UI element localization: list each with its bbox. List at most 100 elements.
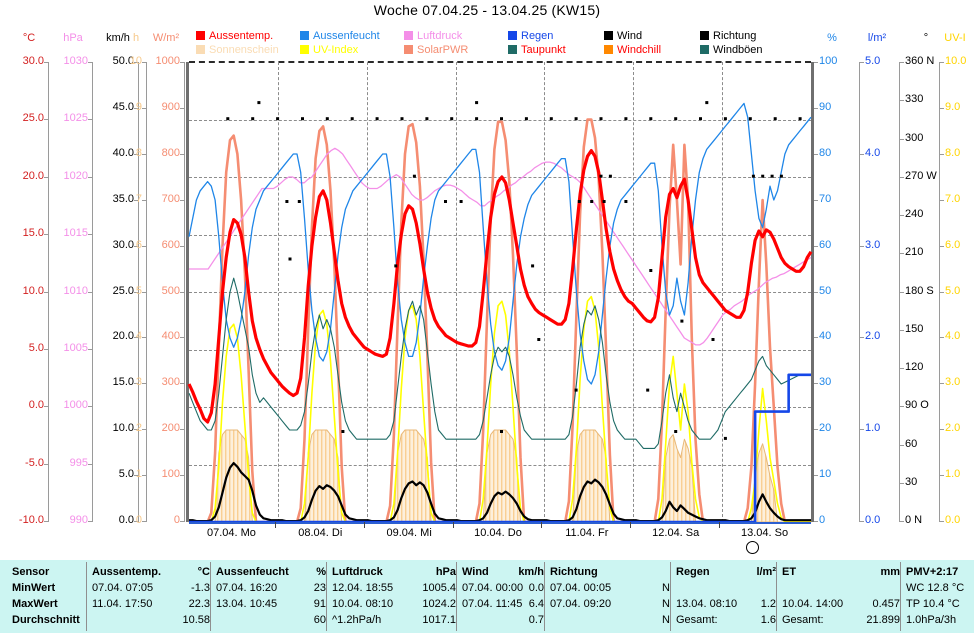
axis-tick-direction: 270 W <box>905 169 937 182</box>
axis-tick-solar: 1000 <box>155 55 180 67</box>
axis-tick-solar: 0 <box>173 514 180 526</box>
legend-swatch-icon <box>604 45 613 54</box>
axis-tickmark <box>899 62 904 63</box>
axis-tickmark <box>939 245 944 247</box>
gridline-horizontal <box>189 407 811 408</box>
axis-tickmark <box>44 521 49 522</box>
axis-tickmark <box>899 406 904 408</box>
axis-unit-solar: W/m² <box>152 32 180 44</box>
axis-unit-direction: ° <box>923 32 929 44</box>
table-cell-value: 60 <box>313 614 326 626</box>
legend-swatch-icon <box>508 31 517 40</box>
summary-table: Sensor MinWert MaxWert Durchschnitt Aussente… <box>0 560 974 633</box>
axis-tickmark <box>88 291 93 293</box>
table-cell-value: N <box>662 598 670 610</box>
axis-tick-sunshine: 7 <box>135 192 142 205</box>
axis-tick-sunshine: 1 <box>135 468 142 481</box>
axis-tickmark <box>899 176 904 178</box>
axis-tick-pressure: 1010 <box>63 284 88 297</box>
legend-swatch-icon <box>404 45 413 54</box>
legend-label: Regen <box>521 30 554 42</box>
legend-item-richtung[interactable]: Richtung <box>700 30 756 42</box>
axis-unit-pressure: hPa <box>63 32 83 44</box>
legend-item-aussentemp[interactable]: Aussentemp. <box>196 30 273 42</box>
axis-tick-direction: 180 S <box>905 284 934 297</box>
axis-tickmark <box>939 291 944 293</box>
legend-item-solarpwr[interactable]: SolarPWR <box>404 44 468 56</box>
legend-swatch-icon <box>300 45 309 54</box>
legend-label: Luftdruck <box>417 30 463 42</box>
axis-tick-direction: 60 <box>905 437 918 450</box>
legend-item-regen[interactable]: Regen <box>508 30 553 42</box>
axis-tickmark <box>939 62 944 63</box>
legend-label: Wind <box>617 30 643 42</box>
legend-item-aussenfeucht[interactable]: Aussenfeucht <box>300 30 380 42</box>
axis-tickmark <box>180 199 185 201</box>
axis-tickmark <box>899 253 904 255</box>
axis-tick-sunshine: 10 <box>129 55 142 67</box>
table-row-label: Durchschnitt <box>12 614 80 626</box>
legend-item-uv-index[interactable]: UV-Index <box>300 44 358 56</box>
axis-tickmark <box>859 429 864 431</box>
table-cell-value: N <box>662 614 670 626</box>
legend-item-windchill[interactable]: Windchill <box>604 44 661 56</box>
axis-tick-humidity: 70 <box>819 192 832 205</box>
x-axis-label-day: 09.04. Mi <box>386 527 432 539</box>
weather-plot-area[interactable] <box>186 61 814 524</box>
axis-tickmark <box>813 521 818 522</box>
table-row-label: MinWert <box>12 582 56 594</box>
axis-tickmark <box>142 429 147 431</box>
axis-tick-temp: 0.0 <box>28 399 44 412</box>
table-cell-value: 6.4 <box>528 598 544 610</box>
table-cell-value: 1017.1 <box>422 614 456 626</box>
axis-tickmark <box>142 337 147 339</box>
axis-tickmark <box>813 429 818 431</box>
table-cell-value: 10.58 <box>182 614 210 626</box>
table-cell-value: N <box>662 582 670 594</box>
x-axis-tickmark <box>630 522 632 528</box>
table-cell-value: 23 <box>313 582 326 594</box>
axis-tickmark <box>88 176 93 178</box>
axis-tick-wind: 20.0 <box>112 330 134 343</box>
table-cell-time: 1.0hPa/3h <box>906 614 957 626</box>
legend-item-sonnenschein[interactable]: Sonnenschein <box>196 44 279 56</box>
axis-tick-sunshine: 0 <box>135 514 142 526</box>
axis-tickmark <box>88 406 93 408</box>
axis-tickmark <box>134 429 139 431</box>
axis-tickmark <box>180 291 185 293</box>
axis-tickmark <box>134 475 139 477</box>
axis-tick-wind: 45.0 <box>112 100 134 113</box>
x-axis-label-day: 08.04. Di <box>298 527 343 539</box>
axis-tickmark <box>899 368 904 369</box>
axis-tickmark <box>859 521 864 522</box>
legend-swatch-icon <box>404 31 413 40</box>
axis-tickmark <box>180 107 185 109</box>
legend-swatch-icon <box>700 45 709 54</box>
x-axis-label-day: 07.04. Mo <box>206 527 256 539</box>
axis-pressure: hPa 1030 1025 1020 1015 1010 1005 1000 995 990 <box>52 32 94 532</box>
legend-item-taupunkt[interactable]: Taupunkt <box>508 44 566 56</box>
axis-tick-solar: 300 <box>161 376 180 389</box>
legend-item-windb-en[interactable]: Windböen <box>700 44 763 56</box>
axis-tickmark <box>88 62 93 63</box>
table-cell-time: 10.04. 08:10 <box>332 598 394 610</box>
axis-tick-pressure: 1015 <box>63 227 88 240</box>
table-cell-time: WC 12.8 °C <box>906 582 965 594</box>
legend-item-wind[interactable]: Wind <box>604 30 642 42</box>
axis-tickmark <box>88 119 93 121</box>
table-cell-time: 07.04. 00:05 <box>550 582 612 594</box>
axis-tickmark <box>899 215 904 216</box>
axis-tick-humidity: 40 <box>819 330 832 343</box>
legend-label: Aussenfeucht <box>313 30 380 42</box>
axis-tickmark <box>859 62 864 63</box>
plot-bottom-border <box>189 522 811 524</box>
table-column-header: PMV+2:17 <box>906 566 959 578</box>
table-column-header: Regen <box>676 566 710 578</box>
axis-tickmark <box>44 119 49 121</box>
axis-tick-wind: 25.0 <box>112 284 134 297</box>
table-column-separator <box>776 562 777 631</box>
legend-item-luftdruck[interactable]: Luftdruck <box>404 30 462 42</box>
x-axis-tickmark <box>363 522 365 528</box>
table-cell-time: 13.04. 08:10 <box>676 598 738 610</box>
axis-tickmark <box>88 463 93 465</box>
